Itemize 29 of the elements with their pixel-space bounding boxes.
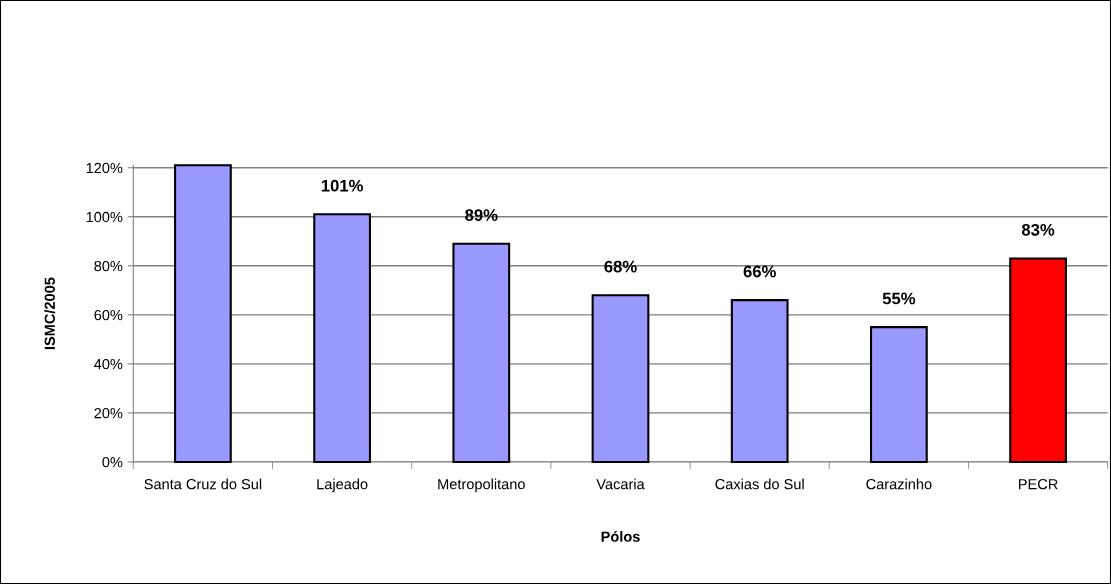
data-label: 66% — [743, 265, 776, 278]
data-label: 68% — [604, 260, 637, 273]
y-tick-label: 20% — [94, 408, 123, 419]
x-tick-label: Caxias do Sul — [715, 478, 804, 490]
y-axis-title: ISMC/2005 — [44, 277, 56, 350]
y-tick-label: 0% — [102, 457, 123, 468]
bar — [174, 164, 232, 463]
data-label: 89% — [465, 209, 498, 221]
data-label: 83% — [1021, 223, 1055, 236]
data-label: 55% — [882, 292, 916, 305]
bar — [1009, 257, 1067, 463]
x-tick-label: PECR — [1019, 479, 1058, 490]
bar — [452, 242, 511, 463]
y-tick-label: 100% — [86, 211, 123, 223]
bar — [313, 213, 371, 463]
data-label: 101% — [321, 179, 363, 192]
bar — [730, 299, 789, 463]
x-tick-label: Lajeado — [317, 478, 368, 493]
x-tick-label: Santa Cruz do Sul — [144, 478, 262, 490]
x-tick-label: Metropolitano — [438, 478, 525, 493]
x-axis-title: Pólos — [601, 530, 640, 542]
x-tick-label: Vacaria — [596, 478, 645, 490]
bar — [870, 326, 928, 463]
bar — [591, 294, 650, 463]
y-tick-label: 80% — [94, 260, 123, 272]
y-tick-label: 60% — [94, 309, 123, 321]
x-tick-label: Carazinho — [866, 478, 932, 490]
y-tick-label: 40% — [94, 358, 123, 370]
y-tick-label: 120% — [86, 162, 123, 174]
